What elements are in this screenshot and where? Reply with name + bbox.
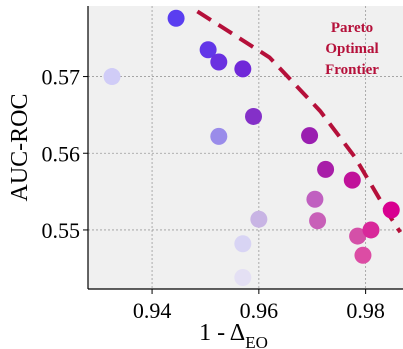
x-axis-title-main: 1 - Δ xyxy=(199,320,245,346)
axes xyxy=(83,6,403,294)
data-point xyxy=(234,60,252,78)
data-point xyxy=(354,246,372,264)
frontier-annotation: Pareto Optimal Frontier xyxy=(325,20,379,78)
points-layer xyxy=(103,9,400,286)
y-tick-label: 0.56 xyxy=(42,141,81,166)
data-point xyxy=(167,9,185,27)
pareto-frontier-line xyxy=(196,9,402,234)
x-axis-title: 1 - ΔEO xyxy=(199,320,268,349)
data-point xyxy=(210,53,228,71)
data-point xyxy=(250,210,268,228)
data-point xyxy=(301,127,319,145)
data-point xyxy=(349,227,367,245)
x-tick-label: 0.94 xyxy=(133,298,172,323)
data-point xyxy=(234,268,252,286)
x-tick-label: 0.96 xyxy=(240,298,279,323)
data-point xyxy=(210,127,228,145)
y-axis-title: AUC-ROC xyxy=(7,93,33,201)
data-point xyxy=(362,221,380,239)
data-point xyxy=(317,160,335,178)
y-tick-label: 0.55 xyxy=(42,218,81,243)
x-axis-title-subscript: EO xyxy=(245,333,268,349)
annotation-line-pareto: Pareto xyxy=(331,20,373,36)
data-point xyxy=(103,68,121,86)
annotation-line-optimal: Optimal xyxy=(325,41,378,57)
x-tick-label: 0.98 xyxy=(346,298,385,323)
tick-labels: 0.94 0.96 0.98 0.55 0.56 0.57 xyxy=(42,65,385,323)
data-point xyxy=(306,190,324,208)
data-point xyxy=(245,107,263,125)
data-point xyxy=(343,171,361,189)
data-point xyxy=(382,201,400,219)
y-tick-label: 0.57 xyxy=(42,65,81,90)
data-point xyxy=(199,41,217,59)
data-point xyxy=(234,235,252,253)
data-point xyxy=(309,212,327,230)
frontier-layer xyxy=(196,9,402,234)
annotation-line-frontier: Frontier xyxy=(325,62,379,78)
